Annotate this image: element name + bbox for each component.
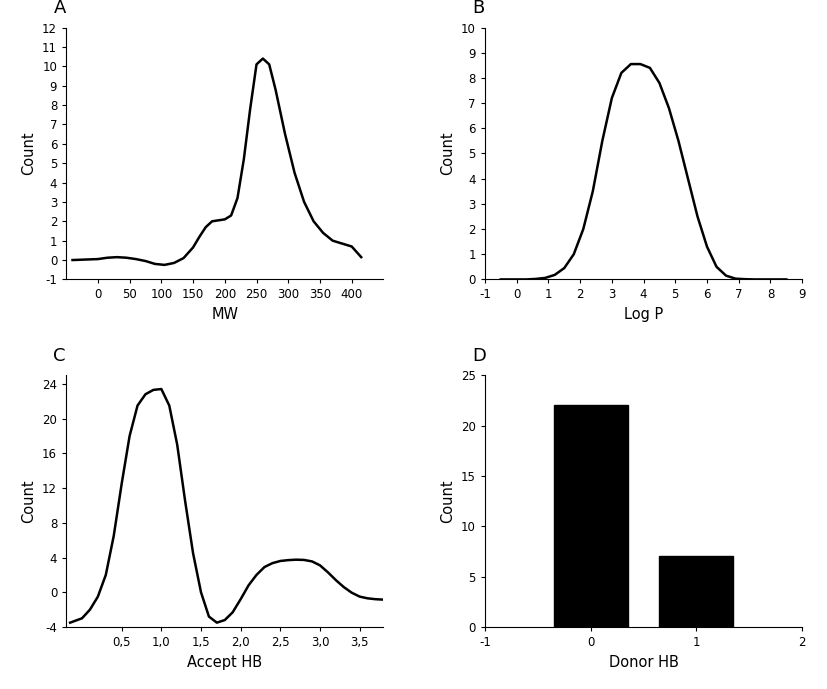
Text: A: A: [54, 0, 66, 17]
Bar: [659, 557, 734, 627]
Y-axis label: Count: Count: [441, 480, 456, 523]
Text: D: D: [472, 347, 486, 365]
Bar: [553, 405, 628, 627]
X-axis label: Accept HB: Accept HB: [187, 655, 262, 670]
X-axis label: Donor HB: Donor HB: [609, 655, 678, 670]
Text: C: C: [54, 347, 66, 365]
X-axis label: Log P: Log P: [624, 307, 663, 322]
X-axis label: MW: MW: [211, 307, 238, 322]
Y-axis label: Count: Count: [22, 480, 36, 523]
Y-axis label: Count: Count: [22, 132, 36, 175]
Y-axis label: Count: Count: [441, 132, 456, 175]
Text: B: B: [472, 0, 485, 17]
